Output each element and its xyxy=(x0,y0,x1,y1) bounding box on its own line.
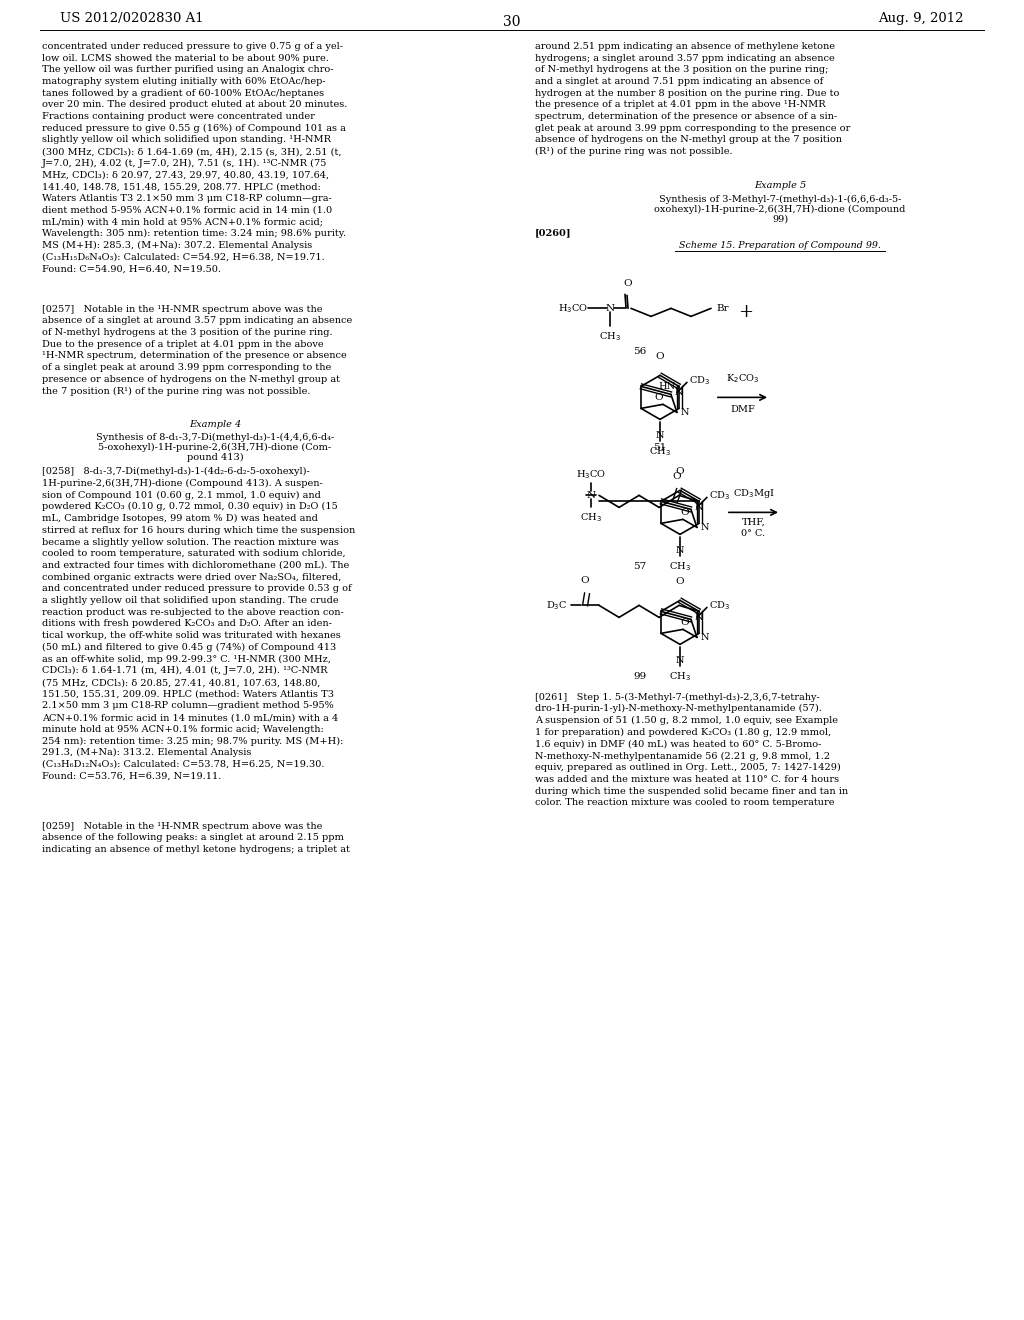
Text: N: N xyxy=(676,546,684,556)
Text: CH$_3$: CH$_3$ xyxy=(649,445,671,458)
Text: N: N xyxy=(695,503,703,512)
Text: THF,: THF, xyxy=(741,517,765,527)
Text: H$_3$CO: H$_3$CO xyxy=(577,469,606,482)
Text: Scheme 15. Preparation of Compound 99.: Scheme 15. Preparation of Compound 99. xyxy=(679,242,881,251)
Text: CH$_3$: CH$_3$ xyxy=(669,671,691,684)
Text: O: O xyxy=(673,473,681,482)
Text: [0258]   8-d₁-3,7-Di(methyl-d₃)-1-(4d₂-6-d₂-5-oxohexyl)-
1H-purine-2,6(3H,7H)-di: [0258] 8-d₁-3,7-Di(methyl-d₃)-1-(4d₂-6-d… xyxy=(42,467,355,780)
Text: O: O xyxy=(681,508,689,517)
Text: N: N xyxy=(701,632,710,642)
Text: CD$_3$: CD$_3$ xyxy=(709,488,730,502)
Text: 57: 57 xyxy=(634,562,646,572)
Text: O: O xyxy=(681,618,689,627)
Text: CH$_3$: CH$_3$ xyxy=(669,561,691,573)
Text: N: N xyxy=(605,304,614,313)
Text: oxohexyl)-1H-purine-2,6(3H,7H)-dione (Compound: oxohexyl)-1H-purine-2,6(3H,7H)-dione (Co… xyxy=(654,205,905,214)
Text: [0259]   Notable in the ¹H-NMR spectrum above was the
absence of the following p: [0259] Notable in the ¹H-NMR spectrum ab… xyxy=(42,821,350,854)
Text: N: N xyxy=(655,432,665,441)
Text: K$_2$CO$_3$: K$_2$CO$_3$ xyxy=(726,372,759,385)
Text: N: N xyxy=(675,388,683,397)
Text: [0260]: [0260] xyxy=(535,228,571,238)
Text: O: O xyxy=(624,280,632,288)
Text: N: N xyxy=(701,523,710,532)
Text: 99): 99) xyxy=(772,214,788,223)
Text: [0261]   Step 1. 5-(3-Methyl-7-(methyl-d₃)-2,3,6,7-tetrahy-
dro-1H-purin-1-yl)-N: [0261] Step 1. 5-(3-Methyl-7-(methyl-d₃)… xyxy=(535,693,848,808)
Text: CH$_3$: CH$_3$ xyxy=(599,330,621,343)
Text: US 2012/0202830 A1: US 2012/0202830 A1 xyxy=(60,12,204,25)
Text: O: O xyxy=(581,577,590,585)
Text: CH$_3$: CH$_3$ xyxy=(581,511,602,524)
Text: N: N xyxy=(587,491,596,500)
Text: O: O xyxy=(655,352,665,362)
Text: Example 5: Example 5 xyxy=(754,181,806,190)
Text: around 2.51 ppm indicating an absence of methylene ketone
hydrogens; a singlet a: around 2.51 ppm indicating an absence of… xyxy=(535,42,850,156)
Text: 51: 51 xyxy=(653,444,667,453)
Text: CD$_3$: CD$_3$ xyxy=(689,374,710,387)
Text: N: N xyxy=(676,656,684,665)
Text: HN: HN xyxy=(658,381,675,391)
Text: CD$_3$: CD$_3$ xyxy=(709,599,730,611)
Text: 30: 30 xyxy=(503,15,521,29)
Text: pound 413): pound 413) xyxy=(186,453,244,462)
Text: O: O xyxy=(654,393,664,401)
Text: 99: 99 xyxy=(634,672,646,681)
Text: Br: Br xyxy=(716,304,729,313)
Text: N: N xyxy=(681,408,689,417)
Text: 0° C.: 0° C. xyxy=(741,529,766,539)
Text: O: O xyxy=(676,577,684,586)
Text: 56: 56 xyxy=(634,347,646,356)
Text: Aug. 9, 2012: Aug. 9, 2012 xyxy=(879,12,964,25)
Text: DMF: DMF xyxy=(730,405,755,414)
Text: concentrated under reduced pressure to give 0.75 g of a yel-
low oil. LCMS showe: concentrated under reduced pressure to g… xyxy=(42,42,347,273)
Text: [0257]   Notable in the ¹H-NMR spectrum above was the
absence of a singlet at ar: [0257] Notable in the ¹H-NMR spectrum ab… xyxy=(42,305,352,396)
Text: +: + xyxy=(738,304,754,321)
Text: D$_3$C: D$_3$C xyxy=(546,599,567,611)
Text: CD$_3$MgI: CD$_3$MgI xyxy=(732,487,774,500)
Text: O: O xyxy=(676,467,684,477)
Text: Synthesis of 3-Methyl-7-(methyl-d₃)-1-(6,6,6-d₃-5-: Synthesis of 3-Methyl-7-(methyl-d₃)-1-(6… xyxy=(658,194,901,203)
Text: N: N xyxy=(695,612,703,622)
Text: Example 4: Example 4 xyxy=(188,420,241,429)
Text: 5-oxohexyl)-1H-purine-2,6(3H,7H)-dione (Com-: 5-oxohexyl)-1H-purine-2,6(3H,7H)-dione (… xyxy=(98,442,332,451)
Text: Synthesis of 8-d₁-3,7-Di(methyl-d₃)-1-(4,4,6,6-d₄-: Synthesis of 8-d₁-3,7-Di(methyl-d₃)-1-(4… xyxy=(96,433,334,442)
Text: H$_3$CO: H$_3$CO xyxy=(558,302,588,314)
